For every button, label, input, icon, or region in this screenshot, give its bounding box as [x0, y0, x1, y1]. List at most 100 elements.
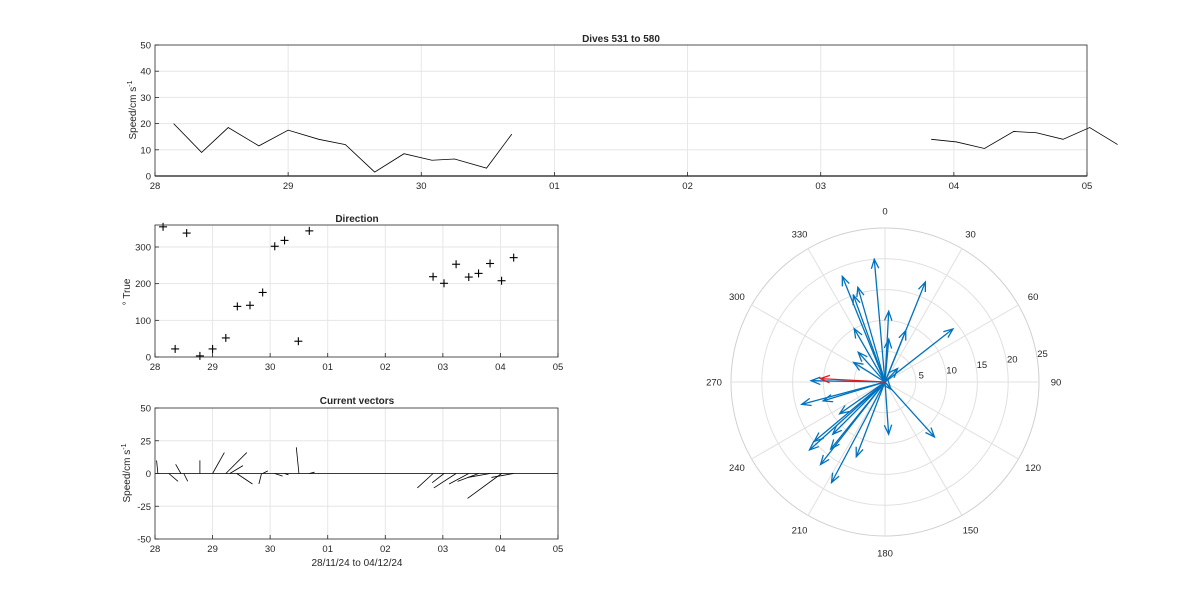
current-vector-stick [491, 473, 514, 478]
direction-ytick-label: 200 [135, 279, 151, 290]
current-vector-stick [433, 473, 457, 489]
direction-ylabel: ° True [122, 278, 133, 305]
speed-xtick-label: 30 [416, 181, 427, 192]
direction-point [208, 344, 217, 353]
direction-point [497, 276, 506, 285]
speed-ytick-label: 10 [140, 145, 151, 156]
direction-point [270, 242, 279, 251]
direction-xtick-label: 30 [265, 362, 276, 373]
current-vector-stick [467, 473, 491, 478]
polar-radius-label: 20 [1007, 355, 1018, 366]
direction-point [509, 253, 518, 262]
current-vector-stick [156, 460, 159, 474]
vectors-ytick-label: 50 [140, 404, 151, 415]
direction-xtick-label: 28 [150, 362, 161, 373]
polar-vector-arrow [855, 381, 886, 459]
direction-point [464, 273, 473, 282]
polar-angle-label: 120 [1025, 463, 1041, 474]
current-vector-stick [175, 464, 182, 474]
vectors-ylabel: Speed/cm s-1 [121, 443, 133, 502]
speed-xtick-label: 02 [682, 181, 693, 192]
polar-angle-label: 150 [963, 526, 979, 537]
polar-radius-label: 15 [977, 360, 988, 371]
polar-vector-arrow [819, 381, 886, 466]
direction-point [221, 333, 230, 342]
speed-ylabel: Speed/cm s-1 [127, 80, 139, 139]
speed-xtick-label: 29 [283, 181, 294, 192]
direction-ytick-label: 300 [135, 243, 151, 254]
polar-radius-label: 10 [946, 365, 957, 376]
speed-ytick-label: 20 [140, 119, 151, 130]
current-vector-stick [431, 473, 445, 483]
polar-angle-label: 30 [965, 229, 976, 240]
direction-point [258, 288, 267, 297]
direction-point [452, 260, 461, 269]
speed-ytick-label: 30 [140, 93, 151, 104]
speed-xtick-label: 04 [949, 181, 960, 192]
speed-axes-frame [154, 44, 1088, 177]
vectors-ylabel-exponent: -1 [121, 443, 128, 449]
polar-vector-arrow [884, 367, 899, 383]
polar-vector-arrow [838, 381, 886, 415]
direction-xtick-label: 03 [438, 362, 449, 373]
current-vector-stick [284, 473, 289, 476]
speed-panel: 28 29 30 01 02 03 04 05 0 10 20 30 40 50 Dives 531 to… [127, 34, 1118, 192]
polar-vector-arrow [852, 293, 886, 383]
vectors-xtick-label: 03 [438, 544, 449, 555]
polar-radius-label: 25 [1037, 349, 1048, 360]
polar-vector-arrow [812, 381, 886, 443]
polar-vector-arrow [831, 381, 886, 436]
polar-angle-label: 0 [882, 207, 887, 218]
vectors-ytick-label: -50 [137, 535, 151, 546]
vectors-xtick-label: 04 [495, 544, 506, 555]
vectors-ytick-label: 0 [146, 469, 151, 480]
speed-xtick-label: 05 [1082, 181, 1093, 192]
polar-vector-arrow [800, 381, 886, 407]
current-vector-stick [309, 471, 315, 474]
polar-angle-label: 90 [1051, 378, 1062, 389]
direction-point [280, 236, 289, 245]
direction-ytick-label: 100 [135, 316, 151, 327]
direction-point [486, 259, 495, 268]
vectors-ylabel-text: Speed/cm s [122, 450, 133, 503]
current-vector-stick [212, 452, 225, 474]
polar-angle-label: 270 [706, 378, 722, 389]
vectors-xtick-label: 30 [265, 544, 276, 555]
direction-panel: 28 29 30 01 02 03 04 05 0 100 200 300 Direction ° T… [122, 214, 563, 373]
speed-ylabel-text: Speed/cm s [128, 87, 139, 140]
polar-vector-arrow [830, 381, 886, 485]
current-vector-stick [183, 473, 189, 482]
polar-vector-arrow [883, 381, 893, 436]
current-vector-stick [258, 473, 262, 485]
vectors-xlabel: 28/11/24 to 04/12/24 [311, 558, 402, 569]
polar-angle-label: 300 [729, 292, 745, 303]
vectors-xtick-label: 01 [322, 544, 333, 555]
current-vector-stick [236, 473, 253, 485]
direction-point [171, 344, 180, 353]
direction-xtick-label: 29 [207, 362, 218, 373]
speed-xtick-label: 03 [815, 181, 826, 192]
current-vector-stick [262, 470, 269, 474]
polar-vector-arrow [857, 350, 886, 383]
direction-ytick-label: 0 [146, 353, 151, 364]
speed-ytick-label: 50 [140, 41, 151, 52]
current-vector-stick [274, 473, 283, 477]
polar-vector-arrow [841, 274, 886, 383]
current-vector-stick [467, 473, 502, 499]
direction-point [474, 269, 483, 278]
current-vectors-panel: 28 29 30 01 02 03 04 05 -50 -25 0 25 50 Current vect… [121, 396, 563, 569]
polar-angle-label: 330 [792, 229, 808, 240]
current-vector-stick [295, 447, 300, 474]
polar-vector-arrow [852, 361, 886, 383]
current-vector-stick [168, 473, 179, 482]
direction-axes-frame [154, 224, 559, 358]
vectors-xtick-label: 05 [553, 544, 564, 555]
polar-vector-arrow [884, 381, 936, 439]
direction-point [440, 279, 449, 288]
polar-angle-label: 210 [792, 526, 808, 537]
polar-radius-label: 5 [919, 371, 924, 382]
polar-mean-arrow [818, 374, 886, 384]
direction-title: Direction [335, 214, 378, 225]
polar-vector-arrow [856, 285, 886, 383]
polar-angle-label: 180 [877, 549, 893, 560]
